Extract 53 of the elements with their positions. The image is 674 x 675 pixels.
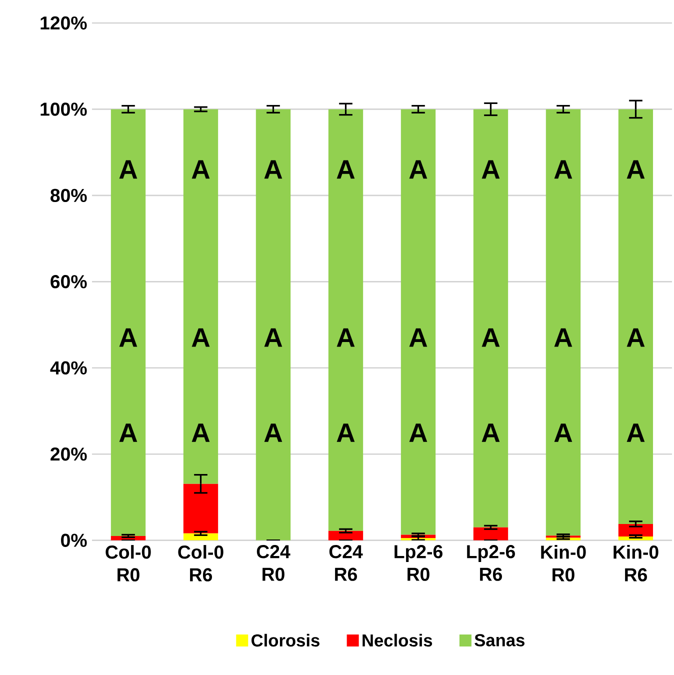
x-tick-label: Kin-0 R6 (614, 545, 658, 582)
y-tick-label: 100% (40, 102, 87, 116)
x-tick-label: C24 R6 (329, 545, 363, 581)
annotation: A (409, 328, 428, 347)
x-tick-label: C24 R0 (256, 545, 290, 581)
annotation: A (336, 328, 355, 347)
bar (328, 109, 364, 531)
annotation: A (554, 424, 572, 442)
x-tick-label: Kin-0 R0 (541, 545, 586, 582)
x-tick-label: Col-0 R0 (106, 545, 151, 582)
bar (328, 530, 364, 540)
annotation: A (554, 160, 572, 179)
annotation: A (626, 424, 645, 442)
bar (473, 109, 508, 528)
annotation: A (482, 328, 500, 347)
annotation: A (264, 160, 282, 179)
legend-label: Sanas (474, 634, 524, 646)
x-tick-label: Lp2-6 R0 (394, 545, 442, 581)
bar (473, 527, 508, 540)
annotation: A (119, 328, 138, 347)
y-tick-label: 60% (50, 275, 87, 288)
annotation: A (336, 160, 355, 179)
annotation: A (192, 424, 210, 442)
annotation: A (119, 160, 138, 179)
bar (110, 109, 146, 536)
y-tick-label: 20% (50, 447, 87, 461)
annotation: A (264, 328, 282, 347)
bar (546, 109, 581, 536)
x-tick-label: Col-0 R6 (178, 545, 224, 582)
bar (183, 484, 218, 534)
bar (400, 109, 436, 535)
annotation: A (626, 160, 645, 179)
x-tick-label: Lp2-6 R6 (467, 545, 515, 581)
legend-label: Clorosis (252, 634, 320, 647)
y-tick-label: 80% (50, 188, 87, 202)
legend-label: Neclosis (362, 634, 432, 647)
annotation: A (409, 424, 428, 442)
annotation: A (336, 424, 355, 442)
annotation: A (119, 424, 138, 442)
bar (183, 109, 218, 484)
annotation: A (482, 424, 500, 442)
y-tick-label: 40% (50, 361, 87, 374)
annotation: A (409, 160, 428, 179)
annotation: A (192, 160, 210, 179)
y-tick-label: 120% (40, 16, 87, 30)
bar (618, 109, 654, 524)
annotation: A (264, 424, 282, 442)
annotation: A (482, 160, 500, 179)
y-tick-label: 0% (61, 534, 87, 547)
annotation: A (554, 328, 572, 347)
annotation: A (192, 328, 210, 347)
annotation: A (626, 328, 645, 347)
bar (256, 109, 291, 540)
